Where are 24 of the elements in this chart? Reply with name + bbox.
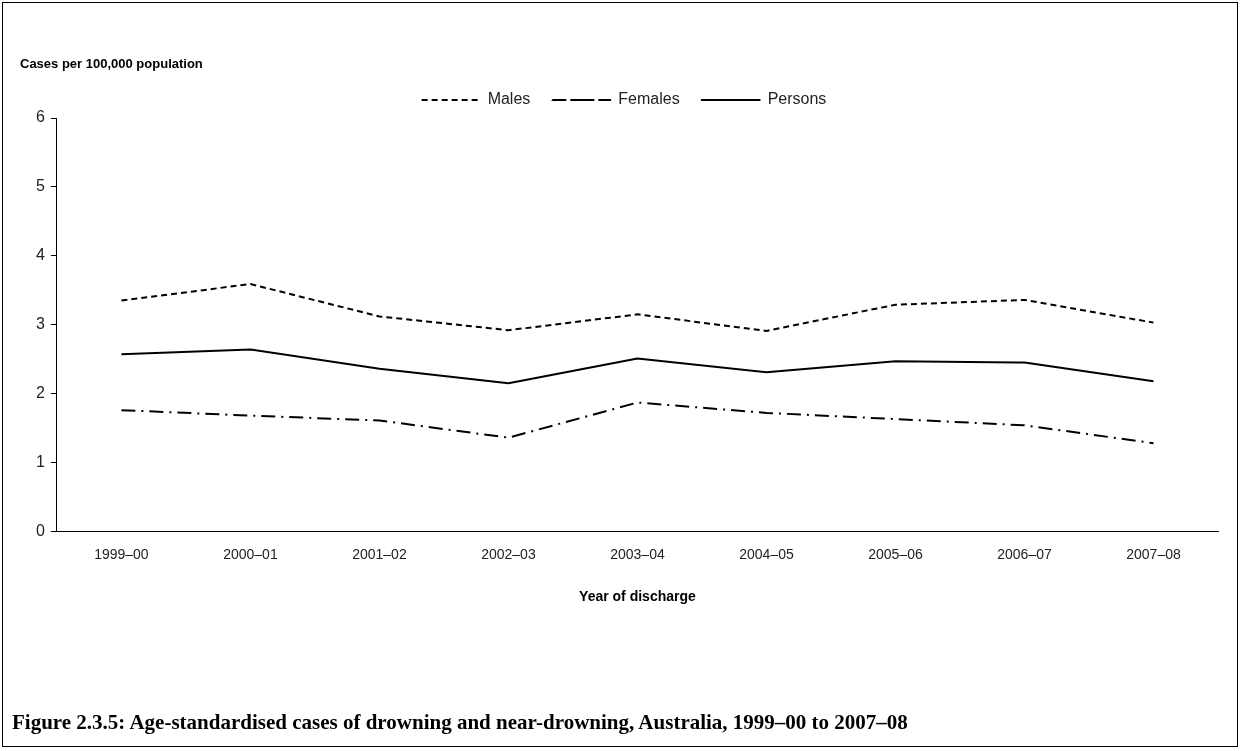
line-series xyxy=(120,401,1155,445)
x-axis-title: Year of discharge xyxy=(579,588,697,605)
y-tick-label: 1 xyxy=(35,452,45,470)
x-tick-label: 2006–07 xyxy=(997,545,1052,562)
legend-label: Females xyxy=(618,90,680,108)
y-tick-label: 5 xyxy=(35,177,45,195)
y-tick-label: 0 xyxy=(35,521,45,539)
y-tick-label: 4 xyxy=(35,246,45,264)
x-tick-label: 2000–01 xyxy=(223,545,278,562)
x-tick-label: 1999–00 xyxy=(94,545,149,562)
x-tick-label: 2001–02 xyxy=(352,545,407,562)
x-tick-label: 2002–03 xyxy=(481,545,536,562)
x-tick-label: 2003–04 xyxy=(610,545,665,562)
text: Figure 2.3.5: Age-standardised cases of drowning and near-drowning, Australia, 1999–00 to 2007–08 xyxy=(12,710,908,735)
y-tick-label: 6 xyxy=(35,108,45,126)
x-tick-label: 2005–06 xyxy=(868,545,923,562)
x-tick-label: 2007–08 xyxy=(1126,545,1181,562)
y-tick-label: 3 xyxy=(35,315,45,333)
legend-label: Males xyxy=(487,90,531,108)
line-series xyxy=(120,283,1155,332)
y-tick-label: 2 xyxy=(35,384,45,402)
legend-label: Persons xyxy=(767,90,827,108)
x-tick-label: 2004–05 xyxy=(739,545,794,562)
y-axis-title: Cases per 100,000 population xyxy=(20,56,203,71)
